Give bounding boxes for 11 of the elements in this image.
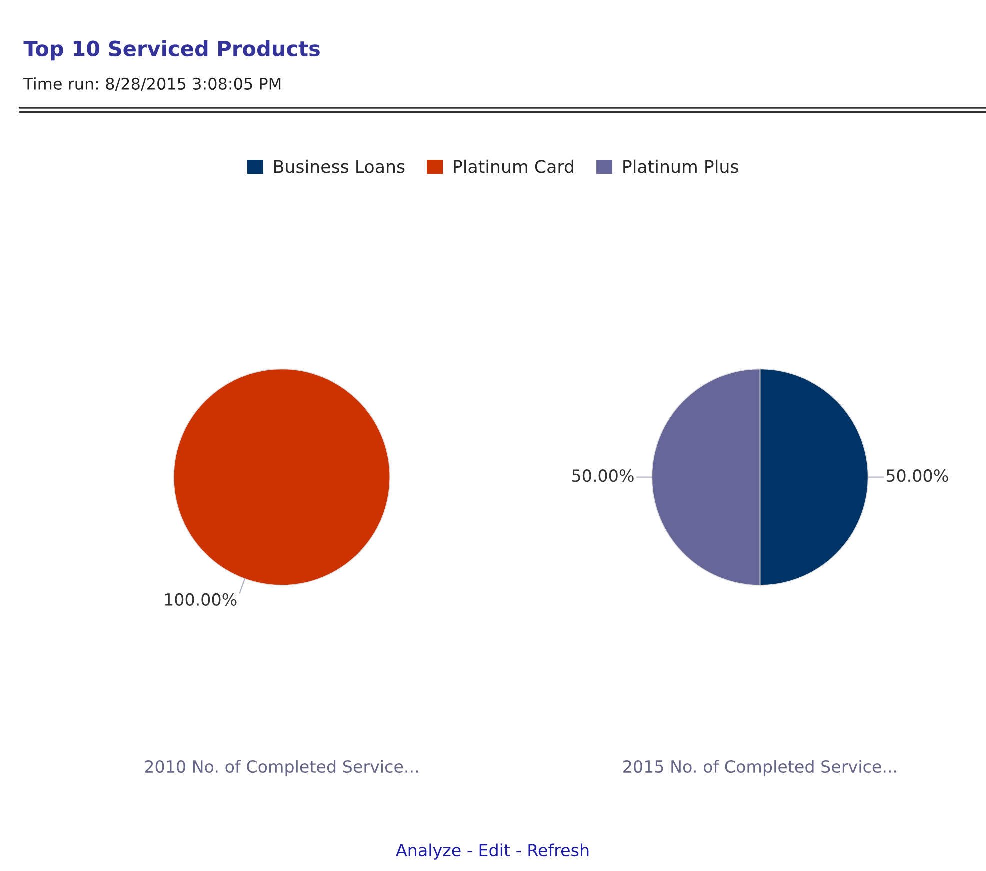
chart-title: Top 10 Serviced Products [24,40,320,61]
legend-label: Platinum Plus [624,160,738,174]
text: 2010 No. of Completed Service... [145,760,418,776]
data-label: 50.00% [886,470,948,482]
data-label: 100.00% [165,593,237,606]
legend-label: Business Loans [274,160,405,174]
chart-subtitle: Time run: 8/28/2015 3:08:05 PM [24,78,281,92]
data-label: 50.00% [572,470,634,482]
text: 2015 No. of Completed Service... [624,760,896,776]
legend-label: Platinum Card [454,160,574,174]
text: Analyze - Edit - Refresh [396,844,589,860]
